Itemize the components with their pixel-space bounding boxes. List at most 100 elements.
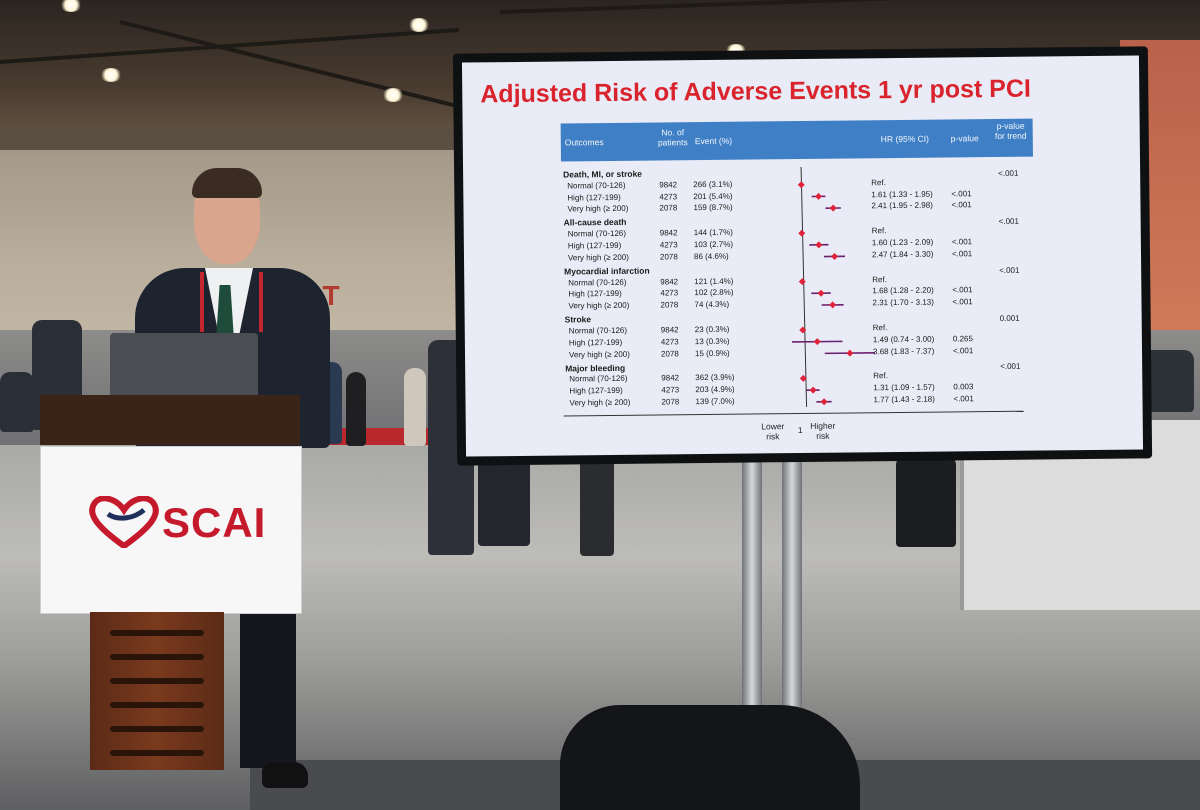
forest-hr-marker bbox=[799, 374, 807, 382]
forest-hr-marker bbox=[798, 278, 806, 286]
scai-heart-logo bbox=[89, 496, 159, 548]
row-patients: 4273 bbox=[659, 191, 678, 202]
outcome-section-label: Myocardial infarction bbox=[564, 265, 650, 277]
row-event: 266 (3.1%) bbox=[693, 179, 733, 189]
attendee-figure bbox=[896, 455, 956, 547]
presentation-monitor: Adjusted Risk of Adverse Events 1 yr pos… bbox=[452, 46, 1153, 466]
forest-hr-marker bbox=[829, 301, 837, 309]
row-event: 362 (3.9%) bbox=[695, 373, 735, 383]
row-patients: 4273 bbox=[660, 288, 679, 298]
forest-hr-marker bbox=[809, 386, 817, 394]
podium-top bbox=[40, 395, 300, 445]
row-pvalue: <.001 bbox=[951, 249, 973, 259]
row-label: High (127-199) bbox=[567, 192, 621, 203]
row-hr: Ref. bbox=[871, 177, 886, 188]
row-hr: Ref. bbox=[873, 371, 888, 381]
row-patients: 2078 bbox=[660, 300, 679, 310]
row-hr: 2.47 (1.84 - 3.30) bbox=[871, 249, 934, 260]
row-label: Very high (≥ 200) bbox=[569, 397, 631, 408]
row-label: Normal (70-126) bbox=[568, 325, 628, 336]
row-patients: 2078 bbox=[660, 348, 679, 359]
row-event: 203 (4.9%) bbox=[695, 384, 735, 395]
row-event: 159 (8.7%) bbox=[693, 203, 733, 213]
table-header: Outcomes No. of patients Event (%) HR (9… bbox=[560, 118, 1033, 162]
forest-table-body bbox=[462, 55, 1139, 62]
podium-sign bbox=[40, 446, 302, 614]
row-patients: 2078 bbox=[659, 252, 678, 262]
row-trend-pvalue: <.001 bbox=[1000, 362, 1021, 372]
row-hr: 2.41 (1.95 - 2.98) bbox=[871, 201, 933, 211]
row-pvalue: <.001 bbox=[953, 394, 974, 404]
row-hr: Ref. bbox=[872, 323, 888, 333]
row-label: Very high (≥ 200) bbox=[568, 301, 630, 311]
header-outcomes: Outcomes bbox=[564, 137, 604, 148]
presenter-legs bbox=[240, 608, 296, 768]
forest-hr-marker bbox=[815, 192, 823, 200]
row-pvalue: <.001 bbox=[951, 237, 973, 247]
axis-lower-risk-label: Lower risk bbox=[761, 421, 785, 442]
forest-hr-marker bbox=[799, 326, 807, 334]
forest-hr-marker bbox=[817, 289, 825, 297]
scai-logo-text: SCAI bbox=[162, 499, 267, 546]
row-label: High (127-199) bbox=[568, 289, 622, 299]
row-pvalue: 0.265 bbox=[952, 334, 973, 344]
slide-title: Adjusted Risk of Adverse Events 1 yr pos… bbox=[480, 74, 1032, 109]
row-trend-pvalue: <.001 bbox=[998, 216, 1019, 227]
outcome-section-label: Major bleeding bbox=[565, 362, 626, 374]
header-trend: p-value for trend bbox=[994, 120, 1027, 141]
table-bottom-rule bbox=[563, 410, 1024, 417]
row-label: Normal (70-126) bbox=[567, 229, 627, 239]
row-pvalue: <.001 bbox=[952, 345, 974, 356]
row-hr: 1.31 (1.09 - 1.57) bbox=[873, 382, 935, 393]
presenter-hair bbox=[192, 168, 262, 198]
row-patients: 2078 bbox=[659, 203, 678, 213]
row-patients: 9842 bbox=[659, 180, 678, 190]
row-event: 102 (2.8%) bbox=[694, 288, 734, 298]
header-hr: HR (95% CI) bbox=[880, 133, 930, 145]
forest-hr-marker bbox=[797, 181, 805, 189]
row-patients: 4273 bbox=[660, 337, 679, 347]
row-pvalue: <.001 bbox=[952, 297, 973, 307]
presentation-slide: Adjusted Risk of Adverse Events 1 yr pos… bbox=[461, 55, 1144, 457]
row-label: Very high (≥ 200) bbox=[568, 349, 630, 360]
header-event: Event (%) bbox=[694, 135, 733, 147]
row-patients: 9842 bbox=[660, 276, 679, 287]
row-hr: Ref. bbox=[871, 226, 887, 236]
row-label: Very high (≥ 200) bbox=[567, 204, 629, 214]
presenter-lanyard bbox=[200, 272, 263, 332]
forest-reference-line bbox=[800, 166, 808, 407]
row-trend-pvalue: <.001 bbox=[999, 265, 1020, 275]
row-event: 121 (1.4%) bbox=[694, 276, 734, 286]
row-event: 13 (0.3%) bbox=[694, 336, 730, 346]
attendee-figure bbox=[346, 372, 366, 446]
row-label: Normal (70-126) bbox=[568, 277, 627, 288]
wall-band bbox=[0, 128, 460, 150]
outcome-section-label: Death, MI, or stroke bbox=[563, 168, 643, 180]
row-event: 23 (0.3%) bbox=[694, 324, 730, 335]
forest-hr-marker bbox=[831, 252, 839, 260]
row-label: Normal (70-126) bbox=[567, 180, 626, 191]
attendee-figure bbox=[0, 372, 34, 432]
row-label: High (127-199) bbox=[569, 386, 623, 396]
axis-higher-risk-label: Higher risk bbox=[810, 420, 836, 441]
row-event: 74 (4.3%) bbox=[694, 299, 730, 310]
row-patients: 9842 bbox=[661, 373, 680, 383]
row-label: Very high (≥ 200) bbox=[567, 252, 629, 263]
forest-hr-marker bbox=[846, 349, 854, 357]
row-trend-pvalue: <.001 bbox=[998, 168, 1019, 178]
row-label: High (127-199) bbox=[567, 240, 622, 251]
row-patients: 9842 bbox=[660, 325, 679, 335]
attendee-figure bbox=[404, 368, 426, 446]
row-pvalue: <.001 bbox=[951, 200, 972, 210]
presenter-shoe bbox=[262, 762, 308, 788]
row-event: 103 (2.7%) bbox=[693, 239, 734, 250]
axis-one-label: 1 bbox=[797, 425, 803, 436]
forest-hr-marker bbox=[815, 241, 823, 249]
row-event: 139 (7.0%) bbox=[695, 396, 735, 407]
row-hr: 1.68 (1.28 - 2.20) bbox=[872, 286, 934, 296]
header-patients: No. of patients bbox=[657, 127, 688, 148]
outcome-section-label: Stroke bbox=[564, 314, 592, 325]
row-hr: 1.60 (1.23 - 2.09) bbox=[871, 237, 934, 248]
row-hr: 1.49 (0.74 - 3.00) bbox=[872, 334, 935, 345]
outcome-section-label: All-cause death bbox=[563, 217, 627, 228]
